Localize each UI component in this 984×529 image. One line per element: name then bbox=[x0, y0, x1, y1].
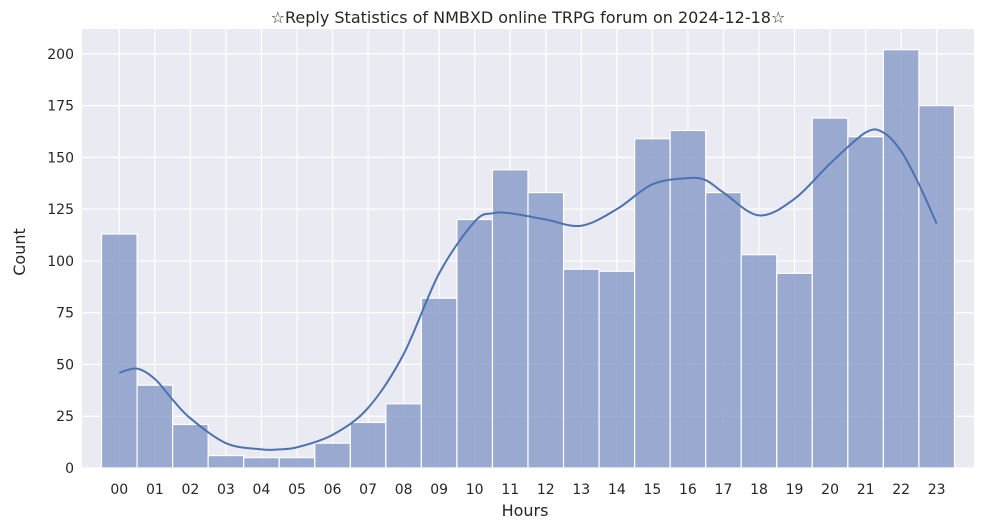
y-tick-label: 25 bbox=[56, 409, 74, 425]
bar-19 bbox=[776, 272, 813, 469]
bar-04 bbox=[243, 457, 280, 469]
x-tick-label: 05 bbox=[288, 482, 306, 498]
bar-02 bbox=[172, 423, 209, 469]
x-tick-label: 22 bbox=[892, 482, 910, 498]
y-tick-label: 75 bbox=[56, 306, 74, 322]
bar-08 bbox=[385, 403, 422, 469]
x-tick-label: 11 bbox=[501, 482, 519, 498]
kde-curve bbox=[119, 128, 938, 451]
y-tick-label: 100 bbox=[47, 254, 74, 270]
y-tick-label: 0 bbox=[65, 461, 74, 477]
x-tick-label: 14 bbox=[608, 482, 626, 498]
x-tick-label: 23 bbox=[928, 482, 946, 498]
x-tick-label: 18 bbox=[750, 482, 768, 498]
bar-03 bbox=[207, 454, 245, 469]
bar-05 bbox=[278, 457, 316, 469]
bar-13 bbox=[562, 268, 600, 469]
x-tick-label: 01 bbox=[146, 482, 164, 498]
y-tick-label: 200 bbox=[47, 47, 74, 63]
bar-16 bbox=[669, 129, 707, 469]
x-tick-label: 08 bbox=[395, 482, 413, 498]
x-tick-label: 15 bbox=[643, 482, 661, 498]
y-tick-label: 150 bbox=[47, 150, 74, 166]
y-tick-labels: 0 25 50 75 100 125 150 175 200 bbox=[47, 47, 74, 477]
bar-20 bbox=[811, 117, 849, 469]
x-tick-label: 06 bbox=[324, 482, 342, 498]
bars bbox=[100, 49, 956, 469]
bar-23 bbox=[918, 105, 956, 469]
bar-14 bbox=[598, 270, 636, 469]
y-tick-label: 50 bbox=[56, 357, 74, 373]
x-tick-label: 19 bbox=[786, 482, 804, 498]
x-tick-label: 21 bbox=[857, 482, 875, 498]
x-tick-label: 02 bbox=[181, 482, 199, 498]
x-tick-label: 17 bbox=[715, 482, 733, 498]
chart-title: ☆Reply Statistics of NMBXD online TRPG f… bbox=[271, 8, 786, 27]
x-tick-label: 03 bbox=[217, 482, 235, 498]
bar-15 bbox=[634, 138, 671, 469]
x-tick-label: 20 bbox=[821, 482, 839, 498]
bar-10 bbox=[456, 218, 494, 469]
x-tick-label: 10 bbox=[466, 482, 484, 498]
x-tick-label: 12 bbox=[537, 482, 555, 498]
bar-17 bbox=[705, 191, 742, 469]
bar-11 bbox=[491, 169, 529, 469]
x-tick-label: 09 bbox=[430, 482, 448, 498]
bar-18 bbox=[740, 254, 778, 469]
x-tick-label: 04 bbox=[253, 482, 271, 498]
x-tick-label: 13 bbox=[572, 482, 590, 498]
bar-00 bbox=[100, 233, 138, 469]
x-tick-labels: 00 01 02 03 04 05 06 07 08 09 10 11 12 13 14 15 16 17 18 19… bbox=[110, 482, 945, 498]
bar-07 bbox=[349, 421, 387, 469]
bar-01 bbox=[136, 384, 174, 469]
bar-22 bbox=[882, 49, 920, 469]
bar-06 bbox=[314, 442, 351, 469]
y-tick-label: 175 bbox=[47, 99, 74, 115]
x-tick-label: 07 bbox=[359, 482, 377, 498]
y-axis-label: Count bbox=[10, 228, 29, 276]
bar-21 bbox=[847, 136, 884, 469]
x-axis-label: Hours bbox=[502, 501, 549, 520]
x-tick-label: 00 bbox=[110, 482, 128, 498]
bar-12 bbox=[527, 191, 565, 469]
bar-09 bbox=[420, 297, 458, 469]
y-tick-label: 125 bbox=[47, 202, 74, 218]
x-tick-label: 16 bbox=[679, 482, 697, 498]
